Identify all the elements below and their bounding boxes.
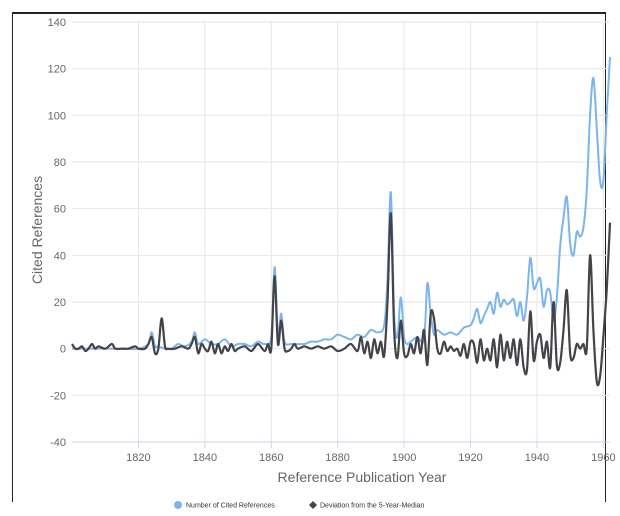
y-tick-label: -20 [50, 390, 66, 402]
x-tick-label: 1860 [259, 452, 283, 464]
x-axis-ticks: 1820 1840 1860 1880 1900 1920 1940 1960 [72, 441, 616, 464]
legend-marker-diamond-icon [309, 501, 317, 509]
y-tick-label: 140 [48, 17, 66, 29]
x-tick-label: 1940 [525, 452, 549, 464]
y-tick-label: 60 [54, 204, 66, 216]
y-axis-title: Cited References [29, 176, 45, 284]
series-lines [71, 56, 612, 387]
x-tick-label: 1880 [325, 452, 349, 464]
y-axis-ticks: -40 -20 0 20 40 60 80 100 120 140 [48, 17, 66, 449]
x-tick-label: 1820 [126, 452, 150, 464]
series-line-deviation [71, 212, 612, 387]
x-tick-label: 1960 [591, 452, 615, 464]
y-tick-label: 40 [54, 250, 66, 262]
legend-item-deviation[interactable]: Deviation from the 5-Year-Median [309, 501, 425, 510]
x-tick-label: 1920 [458, 452, 482, 464]
legend-label: Deviation from the 5-Year-Median [320, 503, 425, 510]
y-tick-label: 120 [48, 64, 66, 76]
legend-marker-circle-icon [174, 501, 182, 509]
legend[interactable]: Number of Cited References Deviation from… [174, 501, 425, 510]
y-tick-label: 0 [60, 344, 66, 356]
y-tick-label: 20 [54, 297, 66, 309]
y-tick-label: -40 [50, 437, 66, 449]
legend-label: Number of Cited References [186, 503, 275, 510]
x-axis-title: Reference Publication Year [278, 469, 447, 485]
chart-frame [12, 12, 606, 502]
series-line-cited-references [72, 56, 611, 351]
legend-item-cited-references[interactable]: Number of Cited References [174, 501, 275, 510]
y-tick-label: 80 [54, 157, 66, 169]
grid [72, 21, 610, 443]
x-tick-label: 1900 [392, 452, 416, 464]
x-tick-label: 1840 [193, 452, 217, 464]
y-tick-label: 100 [48, 110, 66, 122]
